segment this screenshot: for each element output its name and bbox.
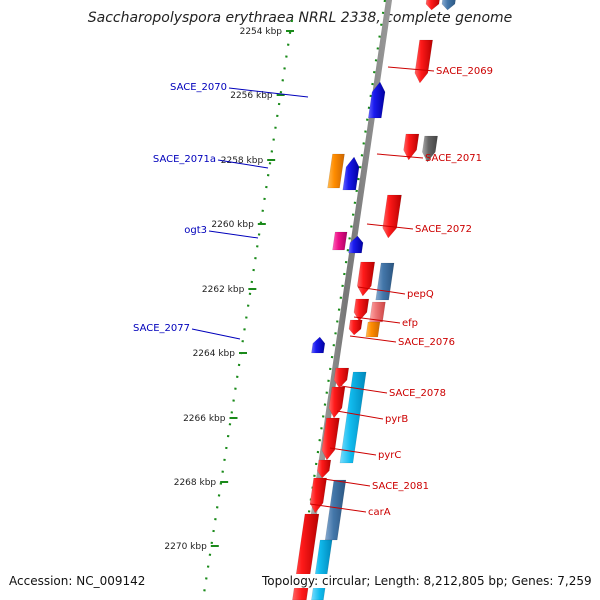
- kbp-tick-label: 2266 kbp: [183, 414, 226, 424]
- label-connector: [228, 87, 309, 98]
- label-sace-2072[interactable]: SACE_2072: [415, 224, 472, 235]
- gene-pyrb-arrow: [328, 386, 346, 419]
- gene-top-steel-arrow: [441, 0, 456, 11]
- gene-sace-2069-arrow: [425, 0, 440, 11]
- kbp-tick-label: 2268 kbp: [174, 478, 217, 488]
- label-connector: [191, 328, 241, 340]
- gene-small-red-arrow: [317, 459, 332, 479]
- label-connector: [357, 286, 406, 295]
- label-connector: [217, 159, 269, 169]
- kbp-tick-label: 2270 kbp: [164, 542, 207, 552]
- map-title: Saccharopolyspora erythraea NRRL 2338, c…: [87, 10, 513, 26]
- label-pyrc[interactable]: pyrC: [378, 450, 401, 461]
- gene-pepq-arrow: [356, 261, 376, 297]
- gene-sace-2070-arrow: [367, 81, 386, 119]
- gene-pepq-steel: [375, 262, 395, 301]
- gene-sace-2076-red: [348, 319, 363, 336]
- topology-text: Topology: circular; Length: 8,212,805 bp…: [260, 574, 594, 588]
- gene-sace-2071a-blue: [342, 156, 360, 191]
- kbp-tick-label: 2256 kbp: [230, 91, 273, 101]
- gene-sace-2071-right: [422, 135, 438, 163]
- left-dotted-track: [201, 19, 294, 600]
- gene-efp-arrow: [353, 298, 370, 322]
- gene-cyan-segment: [339, 371, 367, 464]
- label-connector: [323, 478, 371, 487]
- kbp-tick-label: 2258 kbp: [221, 156, 264, 166]
- kbp-tick-label: 2264 kbp: [193, 349, 236, 359]
- gene-sace-2071-left: [403, 133, 420, 161]
- label-pyrb[interactable]: pyrB: [385, 414, 408, 425]
- gene-bottom-cyan: [311, 539, 333, 600]
- label-ogt3[interactable]: ogt3: [184, 225, 207, 236]
- label-connector: [387, 66, 435, 72]
- gene-sace-2072-arrow: [382, 194, 402, 239]
- label-sace-2071[interactable]: SACE_2071: [425, 153, 482, 164]
- label-sace-2069[interactable]: SACE_2069: [436, 66, 493, 77]
- kbp-tick-label: 2260 kbp: [211, 220, 254, 230]
- label-sace-2070[interactable]: SACE_2070: [170, 82, 227, 93]
- accession-text: Accession: NC_009142: [9, 574, 146, 588]
- label-connector: [208, 230, 259, 239]
- label-sace-2078[interactable]: SACE_2078: [389, 388, 446, 399]
- gene-sace-2071a-arrow: [327, 153, 345, 189]
- gene-sace-2081-arrow: [309, 477, 328, 514]
- label-connector: [329, 447, 377, 456]
- gene-sace-2069-body: [414, 39, 433, 84]
- label-sace-2076[interactable]: SACE_2076: [398, 337, 455, 348]
- kbp-tick-label: 2262 kbp: [202, 285, 245, 295]
- label-sace-2077[interactable]: SACE_2077: [133, 323, 190, 334]
- gene-sace-2078-arrow: [333, 367, 350, 389]
- label-connector: [309, 503, 367, 513]
- label-efp[interactable]: efp: [402, 318, 418, 329]
- label-pepq[interactable]: pepQ: [407, 289, 434, 300]
- label-sace-2081[interactable]: SACE_2081: [372, 481, 429, 492]
- label-connector: [366, 223, 414, 230]
- gene-efp-salmon: [369, 301, 386, 323]
- gene-sace-2076-orange: [365, 321, 381, 338]
- gene-ogt3-blue: [348, 235, 364, 254]
- gene-sace-2077-arrow: [311, 336, 326, 354]
- label-connector: [340, 385, 388, 394]
- label-cara[interactable]: carA: [368, 507, 391, 518]
- kbp-tick-label: 2254 kbp: [240, 27, 283, 37]
- label-sace-2071a[interactable]: SACE_2071a: [153, 154, 216, 165]
- label-connector: [353, 316, 401, 324]
- label-connector: [376, 153, 424, 159]
- label-connector: [336, 410, 384, 420]
- label-connector: [349, 335, 397, 343]
- gene-sace-2081-steel: [324, 479, 347, 541]
- gene-pyrc-arrow: [321, 417, 340, 461]
- gene-ogt3-arrow: [332, 231, 348, 251]
